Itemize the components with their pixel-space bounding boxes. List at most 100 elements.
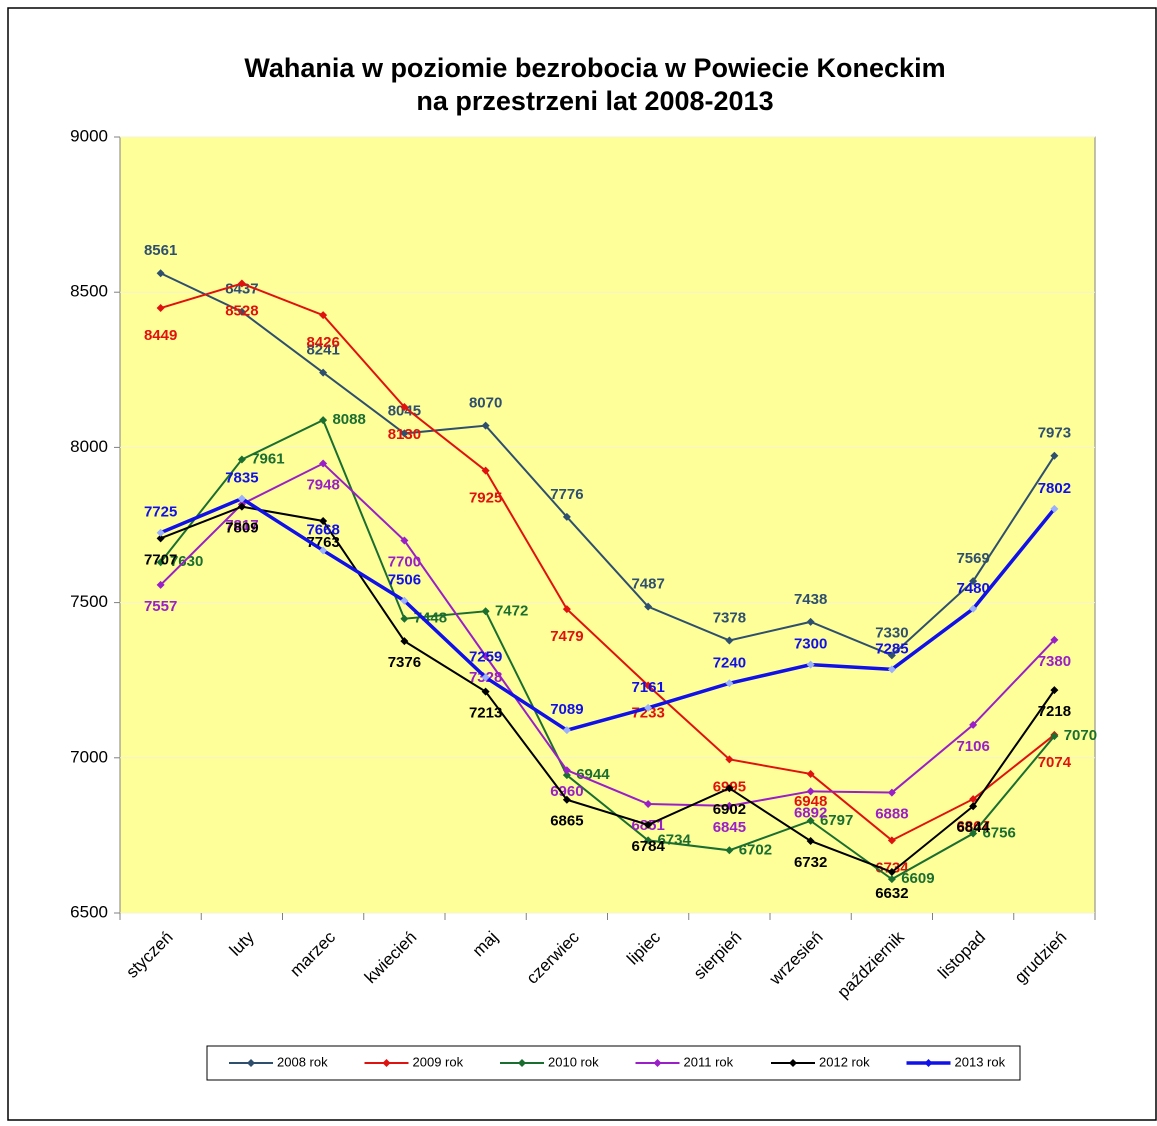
- marker: [969, 795, 978, 804]
- data-label: 7380: [1038, 653, 1071, 670]
- data-label: 8561: [144, 242, 177, 259]
- marker: [319, 416, 328, 425]
- marker: [562, 512, 571, 521]
- data-label: 6845: [713, 819, 746, 836]
- data-label: 6888: [875, 806, 908, 823]
- marker: [887, 651, 896, 660]
- marker: [237, 279, 246, 288]
- marker: [156, 304, 165, 313]
- series-line: [160, 505, 1056, 874]
- marker: [156, 534, 165, 543]
- marker: [481, 466, 490, 475]
- marker: [562, 766, 571, 775]
- marker: [887, 788, 896, 797]
- data-label: 7487: [631, 576, 664, 593]
- marker: [481, 651, 490, 660]
- marker: [481, 607, 490, 616]
- marker: [725, 679, 734, 688]
- data-label: 6732: [794, 854, 827, 871]
- data-label: 6756: [982, 825, 1015, 842]
- data-label: 8437: [225, 281, 258, 298]
- marker: [969, 604, 978, 613]
- data-label: 6609: [901, 870, 934, 887]
- data-label: 7961: [251, 450, 284, 467]
- data-label: 8426: [306, 334, 339, 351]
- y-tick-label: 7500: [70, 592, 108, 611]
- legend-label: 2009 rok: [413, 1054, 464, 1069]
- marker: [400, 403, 409, 412]
- marker: [725, 755, 734, 764]
- marker: [156, 269, 165, 278]
- data-label: 6902: [713, 801, 746, 818]
- marker: [319, 516, 328, 525]
- marker: [481, 687, 490, 696]
- data-label: 7074: [1038, 754, 1072, 771]
- data-label: 7776: [550, 486, 583, 503]
- legend-marker: [653, 1059, 662, 1067]
- legend-marker: [789, 1059, 797, 1067]
- data-label: 8241: [306, 342, 339, 359]
- data-label: 7479: [550, 628, 583, 645]
- marker: [481, 673, 490, 682]
- marker: [969, 577, 978, 586]
- data-label: 6948: [794, 793, 827, 810]
- marker: [644, 800, 653, 809]
- marker: [1050, 451, 1059, 460]
- marker: [887, 875, 896, 884]
- data-label: 7285: [875, 640, 908, 657]
- plot-area: [119, 136, 1096, 914]
- data-label: 7480: [956, 580, 989, 597]
- marker: [1050, 635, 1059, 644]
- data-label: 8528: [225, 302, 258, 319]
- marker: [156, 528, 165, 537]
- data-label: 8070: [469, 395, 502, 412]
- data-label: 6944: [576, 766, 610, 783]
- data-label: 7376: [388, 654, 421, 671]
- legend-marker: [247, 1059, 255, 1067]
- data-label: 7668: [306, 521, 339, 538]
- marker: [400, 429, 409, 438]
- marker: [644, 602, 653, 611]
- data-label: 6844: [956, 819, 990, 836]
- marker: [969, 829, 978, 838]
- y-tick-label: 8500: [70, 282, 108, 301]
- marker: [562, 726, 571, 735]
- marker: [400, 536, 409, 545]
- legend-label: 2008 rok: [277, 1054, 328, 1069]
- marker: [644, 681, 653, 690]
- marker: [400, 637, 409, 646]
- marker: [725, 636, 734, 645]
- data-label: 7218: [1038, 703, 1071, 720]
- legend: [206, 1045, 1021, 1081]
- legend-marker: [518, 1059, 526, 1067]
- data-label: 7925: [469, 490, 502, 507]
- legend-label: 2011 rok: [684, 1054, 734, 1069]
- marker: [319, 311, 328, 320]
- marker: [319, 546, 328, 555]
- y-tick-label: 9000: [70, 126, 108, 145]
- data-label: 7557: [144, 598, 177, 615]
- data-label: 8449: [144, 327, 177, 344]
- data-label: 6702: [739, 841, 772, 858]
- marker: [237, 502, 246, 511]
- data-label: 6784: [631, 838, 665, 855]
- marker: [319, 459, 328, 468]
- data-label: 6865: [550, 813, 583, 830]
- data-label: 7089: [550, 701, 583, 718]
- marker: [806, 816, 815, 825]
- marker: [806, 836, 815, 845]
- data-label: 7802: [1038, 480, 1071, 497]
- y-tick-label: 6500: [70, 902, 108, 921]
- data-label: 7240: [713, 654, 746, 671]
- data-label: 7700: [388, 553, 421, 570]
- marker: [887, 868, 896, 877]
- data-label: 7438: [794, 591, 827, 608]
- data-label: 7330: [875, 624, 908, 641]
- marker: [887, 836, 896, 845]
- legend-label: 2012 rok: [819, 1054, 870, 1069]
- data-label: 7973: [1038, 425, 1071, 442]
- marker: [562, 605, 571, 614]
- data-label: 7725: [144, 504, 177, 521]
- marker: [806, 769, 815, 778]
